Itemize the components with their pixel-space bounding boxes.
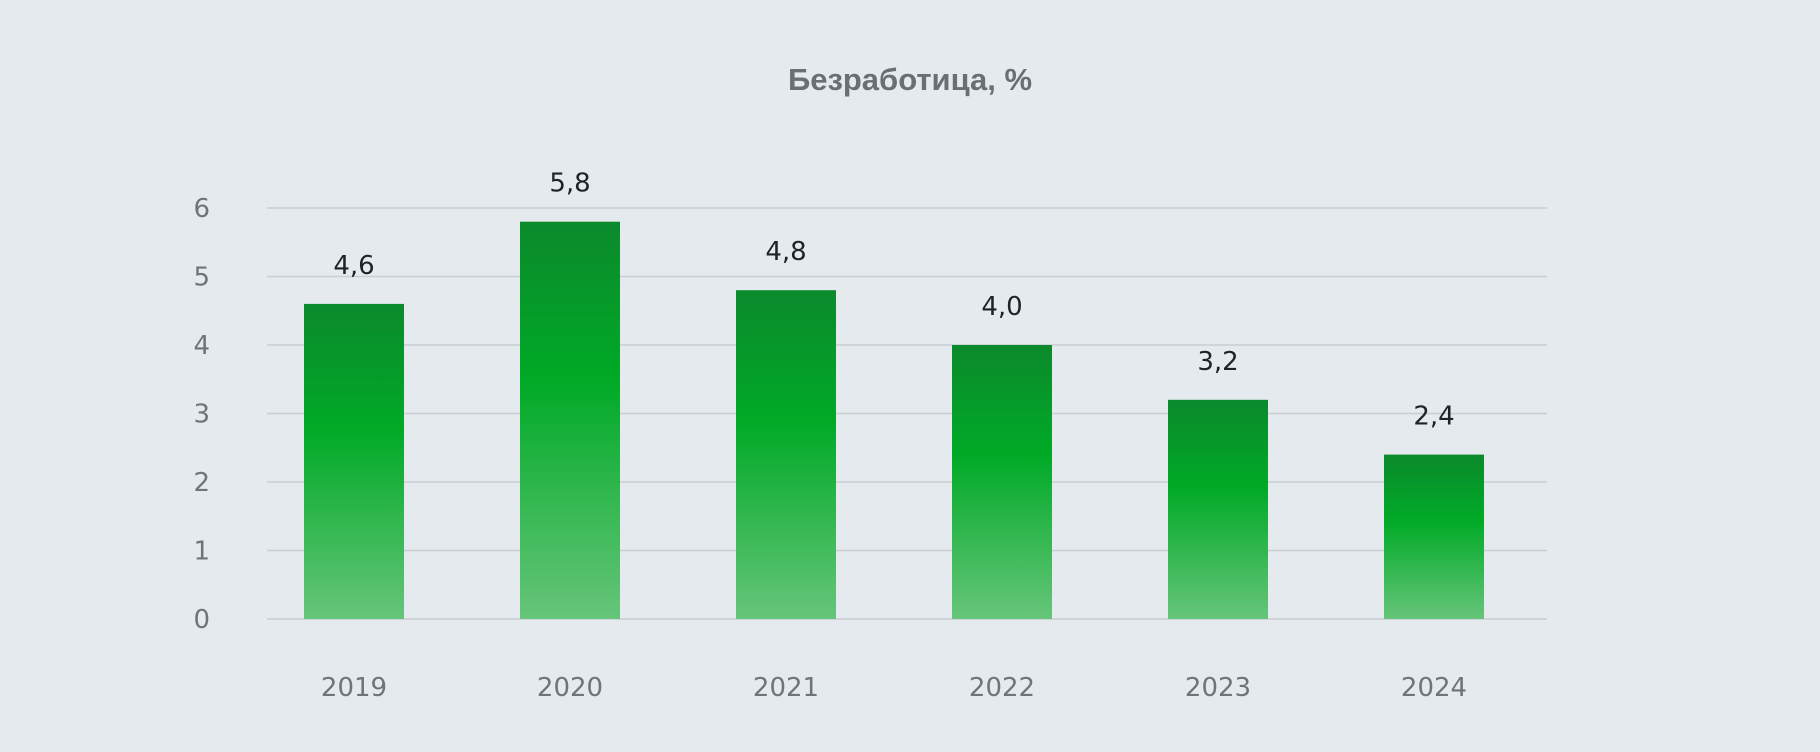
x-tick-label-2023: 2023	[1185, 673, 1251, 703]
data-label-2024: 2,4	[1413, 402, 1454, 432]
y-tick-label: 1	[193, 537, 210, 567]
x-tick-label-2022: 2022	[969, 673, 1035, 703]
bar-2021	[736, 290, 836, 619]
x-tick-label-2021: 2021	[753, 673, 819, 703]
bar-2024	[1384, 454, 1484, 619]
bar-2023	[1168, 399, 1268, 619]
y-tick-label: 6	[193, 194, 210, 224]
x-tick-label-2024: 2024	[1401, 673, 1467, 703]
data-label-2022: 4,0	[981, 292, 1022, 322]
data-label-2021: 4,8	[765, 237, 806, 267]
data-label-2020: 5,8	[549, 169, 590, 199]
grid-lines	[267, 207, 1547, 620]
y-axis-ticks: 0 1 2 3 4 5 6	[193, 194, 210, 635]
data-label-2019: 4,6	[333, 251, 374, 281]
bars	[304, 221, 1484, 619]
y-tick-label: 4	[193, 331, 210, 361]
bar-2022	[952, 345, 1052, 619]
y-tick-label: 2	[193, 468, 210, 498]
y-tick-label: 5	[193, 263, 210, 293]
y-tick-label: 3	[193, 400, 210, 430]
x-tick-label-2020: 2020	[537, 673, 603, 703]
x-tick-label-2019: 2019	[321, 673, 387, 703]
data-label-2023: 3,2	[1197, 347, 1238, 377]
y-tick-label: 0	[193, 605, 210, 635]
bar-2019	[304, 303, 404, 619]
x-axis-ticks: 2019 2020 2021 2022 2023 2024	[321, 673, 1467, 703]
data-labels: 4,6 5,8 4,8 4,0 3,2 2,4	[333, 169, 1454, 432]
bar-2020	[520, 221, 620, 619]
chart-title: Безработица, %	[787, 62, 1033, 97]
